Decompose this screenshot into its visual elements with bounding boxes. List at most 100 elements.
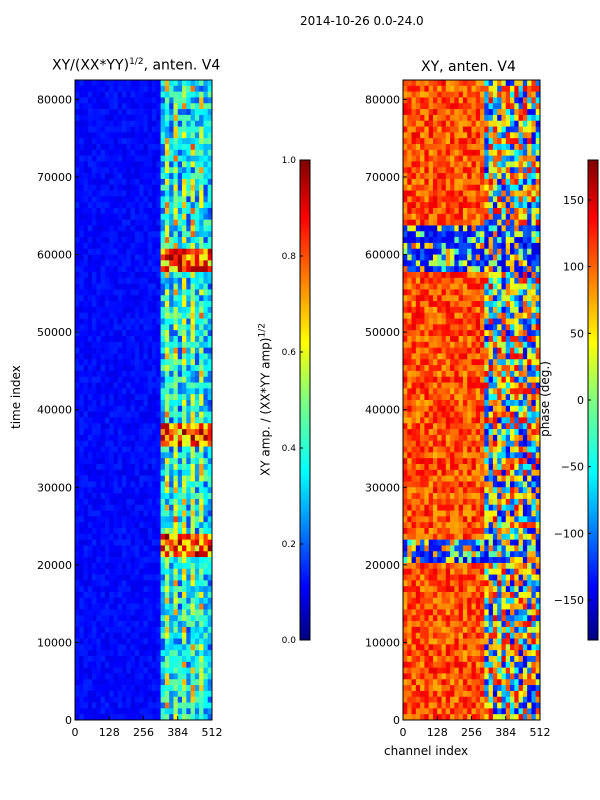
heatmap-cell [407, 306, 412, 314]
heatmap-cell [156, 394, 161, 401]
heatmap-cell [160, 283, 166, 290]
heatmap-cell [92, 301, 97, 308]
heatmap-cell [441, 114, 447, 122]
heatmap-cell [87, 702, 93, 709]
heatmap-cell [501, 272, 507, 279]
heatmap-cell [437, 312, 442, 319]
heatmap-cell [113, 213, 119, 220]
heatmap-cell [83, 493, 89, 500]
heatmap-cell [100, 650, 106, 657]
heatmap-cell [203, 702, 209, 709]
heatmap-cell [169, 370, 174, 378]
heatmap-cell [139, 592, 144, 599]
heatmap-cell [83, 586, 89, 593]
heatmap-cell [420, 248, 425, 255]
heatmap-cell [79, 469, 84, 476]
heatmap-cell [199, 155, 204, 162]
heatmap-cell [471, 283, 477, 290]
heatmap-cell [75, 219, 80, 226]
heatmap-cell [122, 248, 127, 255]
heatmap-cell [160, 184, 166, 191]
heatmap-cell [75, 161, 80, 168]
heatmap-cell [199, 597, 204, 604]
heatmap-cell [497, 109, 502, 116]
heatmap-cell [117, 405, 123, 412]
heatmap-cell [445, 225, 451, 232]
heatmap-cell [139, 475, 144, 482]
heatmap-cell [92, 324, 97, 331]
heatmap-cell [152, 551, 157, 558]
heatmap-cell [109, 452, 114, 459]
heatmap-cell [186, 353, 191, 360]
heatmap-cell [510, 283, 515, 290]
heatmap-cell [194, 679, 200, 686]
heatmap-cell [424, 97, 429, 104]
heatmap-cell [207, 173, 212, 180]
heatmap-cell [527, 289, 532, 296]
heatmap-cell [471, 91, 477, 98]
heatmap-cell [471, 336, 477, 343]
heatmap-cell [501, 242, 507, 250]
heatmap-cell [522, 173, 528, 180]
heatmap-cell [134, 475, 140, 482]
heatmap-cell [147, 708, 153, 715]
heatmap-cell [437, 301, 442, 308]
heatmap-cell [535, 237, 540, 244]
heatmap-cell [79, 370, 84, 378]
heatmap-cell [152, 202, 157, 209]
heatmap-cell [126, 644, 131, 651]
heatmap-cell [104, 336, 110, 343]
heatmap-cell [126, 603, 131, 610]
heatmap-cell [194, 609, 200, 616]
heatmap-cell [164, 85, 170, 92]
heatmap-cell [450, 202, 455, 209]
heatmap-cell [139, 394, 144, 401]
heatmap-cell [458, 283, 464, 290]
heatmap-cell [522, 109, 528, 116]
heatmap-cell [186, 673, 191, 680]
heatmap-cell [147, 411, 153, 418]
heatmap-cell [173, 580, 179, 587]
heatmap-cell [164, 341, 170, 348]
heatmap-cell [160, 382, 166, 389]
heatmap-cell [130, 91, 136, 98]
heatmap-cell [407, 149, 412, 156]
heatmap-cell [164, 417, 170, 424]
heatmap-cell [420, 231, 425, 238]
heatmap-cell [492, 167, 498, 174]
heatmap-cell [156, 365, 161, 372]
heatmap-cell [169, 586, 174, 593]
heatmap-cell [134, 149, 140, 156]
heatmap-cell [411, 306, 417, 314]
heatmap-cell [462, 155, 468, 162]
heatmap-cell [104, 533, 110, 540]
heatmap-cell [441, 324, 447, 331]
heatmap-cell [100, 609, 106, 616]
heatmap-cell [83, 365, 89, 372]
heatmap-cell [104, 277, 110, 284]
heatmap-cell [92, 219, 97, 226]
heatmap-cell [83, 644, 89, 651]
heatmap-cell [109, 528, 114, 535]
heatmap-cell [194, 411, 200, 418]
heatmap-cell [177, 452, 183, 459]
heatmap-cell [488, 324, 494, 331]
heatmap-cell [522, 266, 528, 273]
heatmap-cell [143, 365, 149, 372]
heatmap-cell [207, 347, 212, 354]
heatmap-cell [79, 289, 84, 296]
heatmap-cell [454, 155, 459, 162]
heatmap-cell [92, 155, 97, 162]
heatmap-cell [160, 446, 166, 453]
heatmap-cell [100, 528, 106, 535]
heatmap-cell [160, 632, 166, 639]
heatmap-cell [492, 132, 498, 139]
heatmap-cell [182, 650, 187, 657]
heatmap-cell [480, 184, 485, 191]
heatmap-cell [203, 562, 209, 570]
heatmap-cell [194, 708, 200, 715]
heatmap-cell [134, 167, 140, 174]
heatmap-cell [514, 312, 519, 319]
heatmap-cell [454, 80, 459, 87]
heatmap-cell [428, 196, 434, 203]
